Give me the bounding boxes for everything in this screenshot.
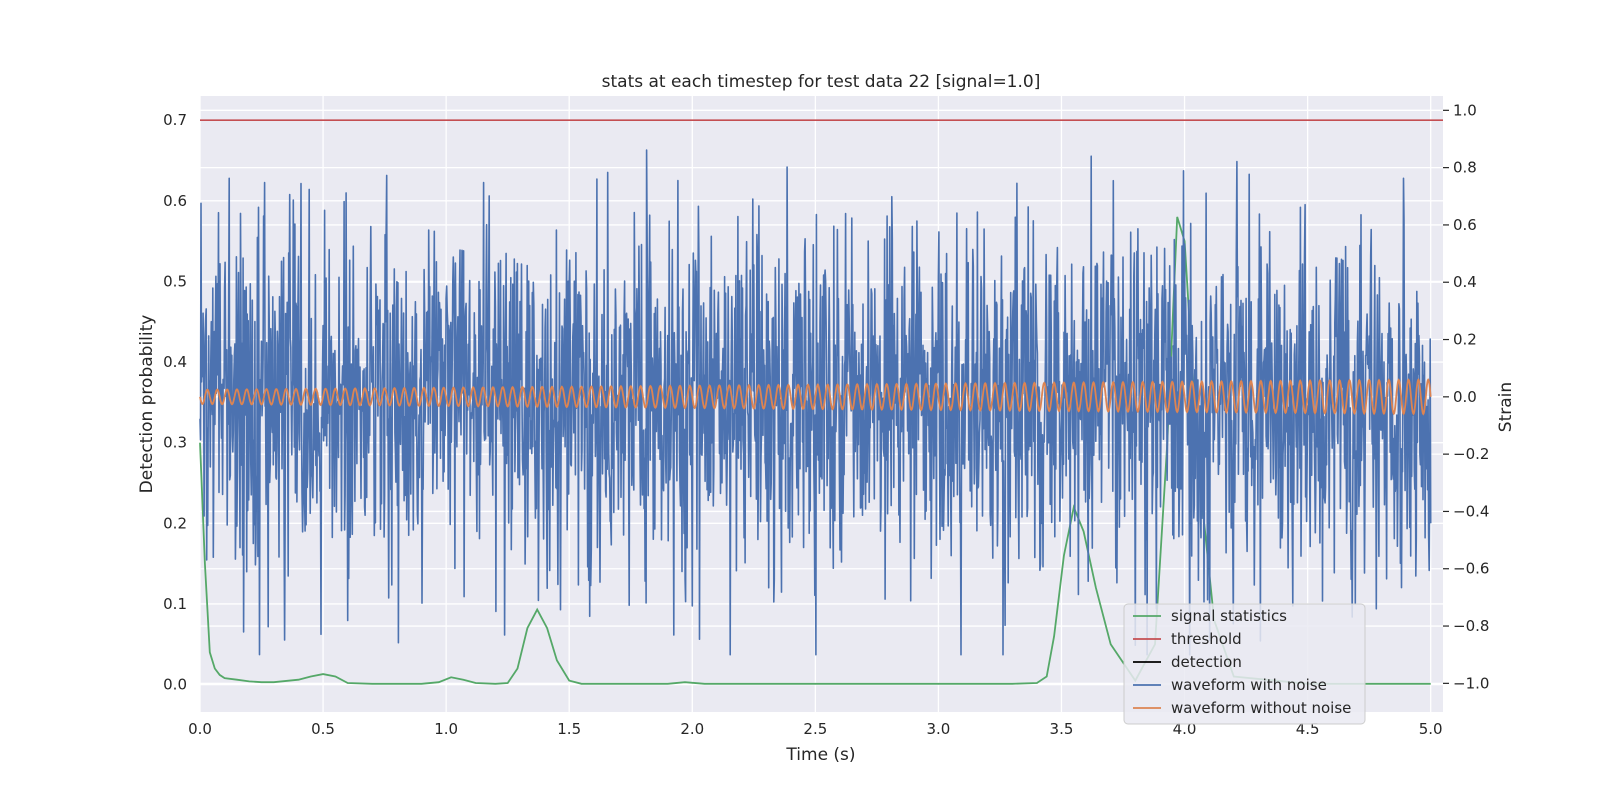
y-tick-label-left: 0.5 [163,272,187,290]
x-tick-label: 3.5 [1050,720,1074,738]
x-tick-label: 0.0 [188,720,212,738]
tick-labels: 0.0 0.5 1.0 1.5 2.0 2.5 3.0 3.5 4.0 4.5 5.00.00.10… [163,101,1489,738]
x-tick-label: 2.0 [680,720,704,738]
y-tick-label-right: −0.4 [1453,502,1489,520]
x-tick-label: 3.0 [926,720,950,738]
series-waveform-without-noise [199,378,1432,416]
x-tick-label: 1.0 [434,720,458,738]
y-tick-label-left: 0.0 [163,676,187,694]
series-waveform-with-noise [199,149,1432,656]
legend-box [1123,603,1366,725]
x-tick-label: 0.5 [311,720,335,738]
x-tick-label: 1.5 [557,720,581,738]
y-tick-label-right: −0.6 [1453,560,1489,578]
y-tick-label-left: 0.3 [163,434,187,452]
y-tick-label-right: 0.6 [1453,216,1477,234]
y-tick-label-right: 0.2 [1453,331,1477,349]
y-tick-label-right: 0.4 [1453,273,1477,291]
y-tick-label-right: −1.0 [1453,674,1489,692]
y-tick-label-right: 1.0 [1453,101,1477,119]
y-tick-label-left: 0.2 [163,514,187,532]
y-tick-label-left: 0.6 [163,192,187,210]
x-tick-label: 2.5 [803,720,827,738]
y-tick-label-right: 0.0 [1453,388,1477,406]
y-tick-label-right: 0.8 [1453,159,1477,177]
y-tick-label-left: 0.7 [163,111,187,129]
y-axis-label-right: Strain [1496,382,1516,432]
legend-label: waveform without noise [1171,699,1351,717]
legend-label: waveform with noise [1171,676,1327,694]
x-tick-label: 5.0 [1419,720,1443,738]
legend-label: detection [1171,653,1242,671]
y-tick-label-right: −0.2 [1453,445,1489,463]
legend-label: threshold [1171,630,1242,648]
legend-label: signal statistics [1171,607,1287,625]
y-tick-label-right: −0.8 [1453,617,1489,635]
y-axis-label-left: Detection probability [137,315,157,494]
legend: signal statistics threshold detection wavef… [1123,603,1366,725]
chart-title: stats at each timestep for test data 22 … [602,72,1041,92]
y-tick-label-left: 0.4 [163,353,187,371]
x-axis-label: Time (s) [785,745,855,765]
y-tick-label-left: 0.1 [163,595,187,613]
